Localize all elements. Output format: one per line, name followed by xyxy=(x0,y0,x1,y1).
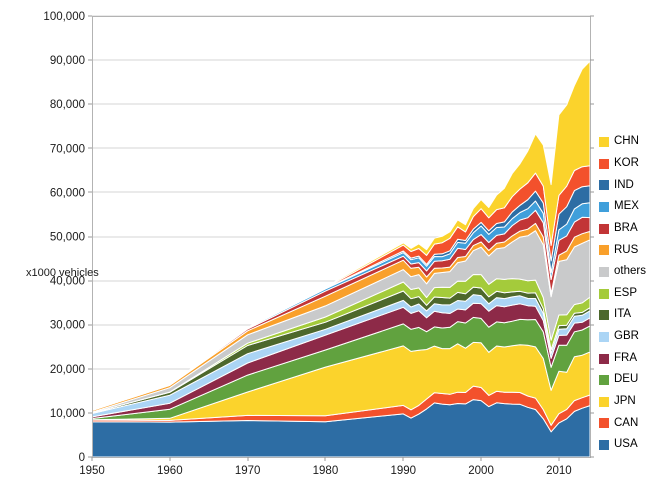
x-tick-label: 2000 xyxy=(468,465,494,477)
y-tick-label: 0 xyxy=(79,452,85,464)
x-tick-label: 1970 xyxy=(235,465,261,477)
x-tick-label: 1960 xyxy=(157,465,183,477)
y-axis-unit-label: x1000 vehicles xyxy=(26,267,99,279)
y-tick-label: 80,000 xyxy=(50,99,85,111)
x-tick-label: 2010 xyxy=(546,465,572,477)
y-tick-label: 10,000 xyxy=(50,408,85,420)
y-tick-label: 30,000 xyxy=(50,320,85,332)
x-tick-label: 1990 xyxy=(390,465,416,477)
x-axis-labels: 1950 1960 1970 1980 1990 2000 2010 xyxy=(79,465,571,477)
y-tick-label: 40,000 xyxy=(50,276,85,288)
y-tick-label: 50,000 xyxy=(50,232,85,244)
y-axis-labels: 0 10,000 20,000 30,000 40,000 50,000 60,000 70,… xyxy=(43,11,85,464)
plot-areas xyxy=(91,60,591,458)
y-tick-label: 70,000 xyxy=(50,143,85,155)
y-tick-label: 20,000 xyxy=(50,364,85,376)
x-tick-label: 1980 xyxy=(313,465,339,477)
y-tick-label: 100,000 xyxy=(43,11,85,23)
y-tick-label: 90,000 xyxy=(50,55,85,67)
axis-ticks xyxy=(88,15,594,461)
y-tick-label: 60,000 xyxy=(50,187,85,199)
x-tick-label: 1950 xyxy=(79,465,105,477)
